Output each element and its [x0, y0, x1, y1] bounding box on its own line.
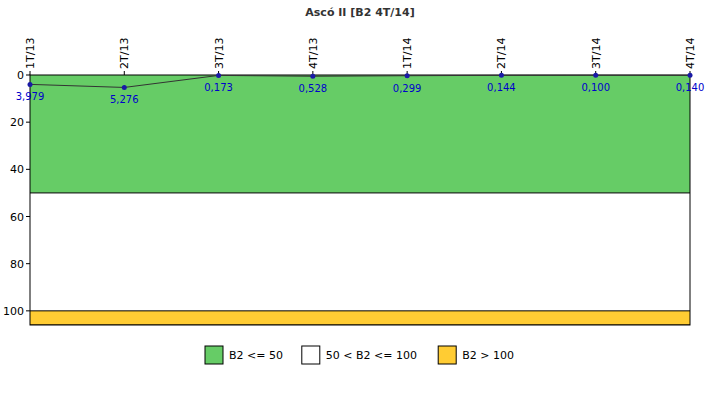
y-tick-label: 100: [3, 305, 24, 318]
x-tick-label: 1T/13: [24, 38, 37, 69]
y-tick-label: 80: [10, 258, 24, 271]
x-tick: [30, 71, 31, 75]
legend-label: B2 <= 50: [229, 349, 283, 362]
data-label: 0,100: [581, 82, 610, 93]
y-tick-label: 0: [17, 69, 24, 82]
y-tick: [26, 310, 30, 311]
point: [310, 74, 315, 79]
point: [405, 73, 410, 78]
y-tick: [26, 169, 30, 170]
point: [28, 82, 33, 87]
y-tick-label: 20: [10, 116, 24, 129]
data-label: 3,979: [16, 91, 45, 102]
data-label: 0,299: [393, 83, 422, 94]
x-tick-label: 3T/13: [213, 38, 226, 69]
y-tick: [26, 263, 30, 264]
y-tick: [26, 75, 30, 76]
x-tick-label: 3T/14: [590, 38, 603, 69]
x-tick-label: 1T/14: [401, 38, 414, 69]
chart: Ascó II [B2 4T/14] 0 20 40 60 80 100 1T/13 2T/13…: [0, 0, 720, 400]
point: [122, 85, 127, 90]
point: [499, 73, 504, 78]
legend-swatch: [438, 346, 456, 364]
plot-frame: [30, 75, 690, 325]
data-label: 0,144: [487, 82, 516, 93]
y-tick: [26, 216, 30, 217]
x-tick-label: 4T/13: [307, 38, 320, 69]
legend: B2 <= 50 50 < B2 <= 100 B2 > 100: [205, 346, 514, 364]
y-tick-label: 60: [10, 211, 24, 224]
legend-swatch: [205, 346, 223, 364]
y-tick-label: 40: [10, 163, 24, 176]
title: Ascó II [B2 4T/14]: [305, 6, 414, 19]
y-tick: [26, 122, 30, 123]
point: [216, 73, 221, 78]
x-tick: [124, 71, 125, 75]
legend-label: B2 > 100: [462, 349, 514, 362]
band: [30, 311, 690, 325]
point: [688, 73, 693, 78]
band-edge: [30, 310, 690, 311]
x-tick-label: 2T/13: [118, 38, 131, 69]
data-label: 0,173: [204, 82, 233, 93]
x-tick-label: 4T/14: [684, 38, 697, 69]
data-label: 0,528: [299, 83, 328, 94]
legend-swatch: [302, 346, 320, 364]
band-edge: [30, 192, 690, 193]
legend-label: 50 < B2 <= 100: [326, 349, 417, 362]
band: [30, 193, 690, 311]
data-label: 5,276: [110, 94, 139, 105]
band: [30, 75, 690, 193]
data-label: 0,140: [676, 82, 705, 93]
x-tick-label: 2T/14: [495, 38, 508, 69]
point: [593, 73, 598, 78]
bands: [30, 75, 690, 325]
